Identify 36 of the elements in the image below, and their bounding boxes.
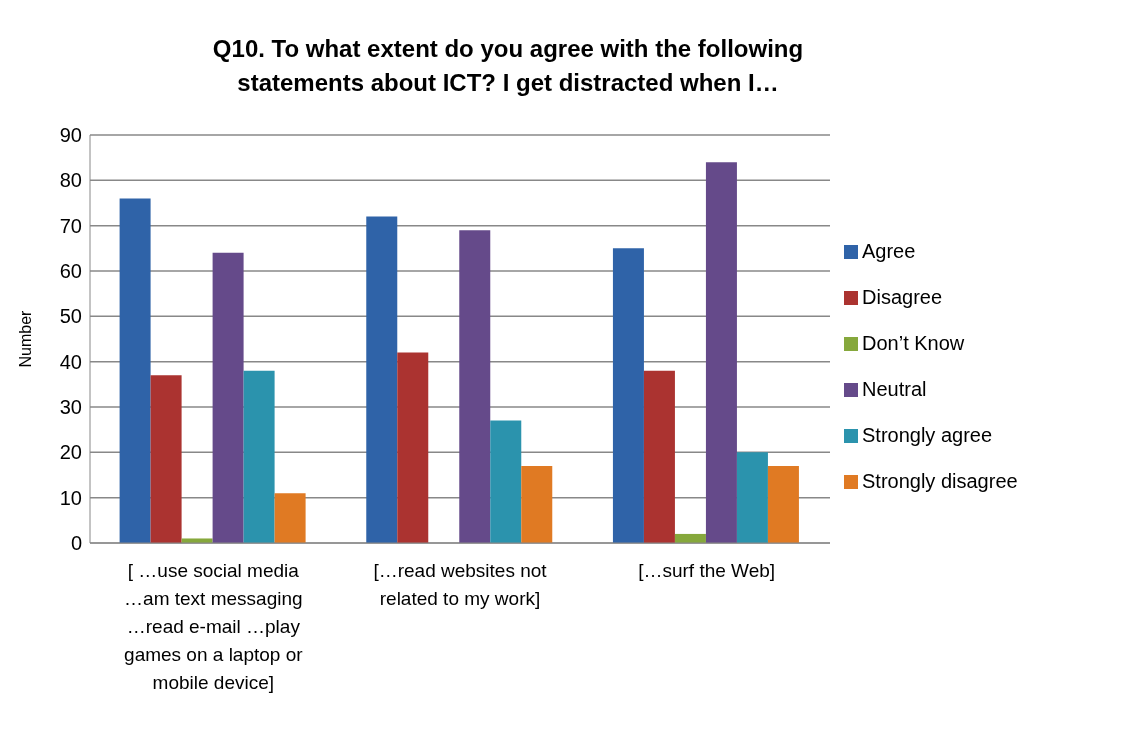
bar: [643, 370, 675, 543]
bar: [490, 420, 522, 543]
bar: [397, 352, 429, 543]
bar: [150, 375, 182, 543]
chart-title: Q10. To what extent do you agree with the following statements about ICT? I get distracted when I…: [211, 34, 805, 98]
bar: [736, 452, 768, 543]
y-tick-label: 90: [59, 124, 82, 147]
y-tick-label: 20: [59, 441, 82, 464]
y-tick-label: 40: [59, 350, 82, 373]
legend-label: Strongly agree: [862, 423, 993, 446]
bar: [767, 465, 799, 543]
legend-label: Disagree: [862, 285, 943, 308]
legend-label: Neutral: [862, 377, 927, 400]
x-tick-label: [ …use social media …am text messaging …read e-mail …play games on a laptop or mobile device]: [124, 560, 304, 693]
legend-label: Agree: [862, 239, 916, 262]
legend-label: Strongly disagree: [862, 469, 1018, 492]
bar: [243, 370, 275, 543]
bar: [119, 198, 151, 543]
y-tick-label: 80: [59, 169, 82, 192]
bar: [459, 230, 491, 543]
y-tick-label: 70: [59, 214, 82, 237]
bar: [705, 162, 737, 543]
bar: [612, 248, 644, 543]
y-tick-label: 10: [59, 486, 82, 509]
y-tick-label: 50: [59, 305, 82, 328]
bar: [212, 252, 244, 543]
bar: [366, 216, 398, 543]
y-axis-title: Number: [16, 309, 34, 368]
bar: [521, 465, 553, 543]
y-tick-label: 0: [70, 532, 82, 555]
legend-label: Don’t Know: [862, 331, 965, 354]
x-tick-label: […surf the Web]: [638, 560, 776, 581]
bar: [274, 493, 306, 543]
y-tick-label: 30: [59, 396, 82, 419]
y-tick-label: 60: [59, 260, 82, 283]
x-tick-label: […read websites not related to my work]: [373, 560, 548, 609]
